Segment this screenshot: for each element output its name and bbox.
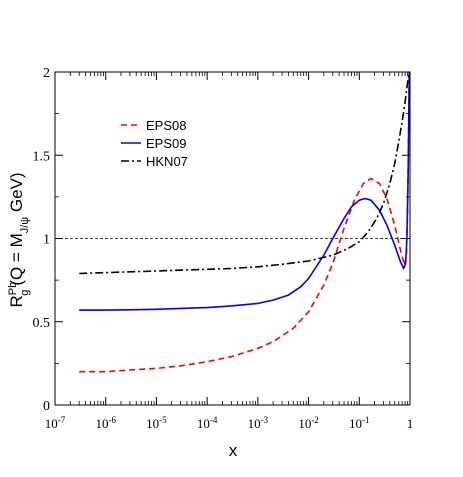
x-tick-label: 1: [407, 416, 414, 431]
tick-label-layer: 10-7 10-6 10-5 10-4 10-3 10-2 10-1 1 0 0.5 1 1.5 2: [33, 66, 414, 431]
y-tick-label: 1: [43, 233, 50, 248]
legend-label-eps08: EPS08: [146, 118, 186, 133]
y-tick-label: 2: [43, 66, 50, 81]
y-tick-label: 0: [43, 399, 50, 414]
legend: EPS08 EPS09 HKN07: [121, 118, 188, 169]
x-tick-label: 10-1: [349, 415, 370, 431]
x-axis-title: x: [229, 441, 238, 460]
y-axis-title: RPbg(Q = MJ/ψ GeV): [7, 172, 31, 307]
x-tick-label: 10-5: [146, 415, 167, 431]
legend-label-hkn07: HKN07: [146, 154, 188, 169]
legend-label-eps09: EPS09: [146, 136, 186, 151]
series-line-hkn07: [79, 71, 411, 275]
series-line-eps09: [79, 71, 411, 311]
y-tick-label: 0.5: [33, 316, 51, 331]
x-tick-label: 10-6: [95, 415, 116, 431]
x-tick-label: 10-2: [298, 415, 319, 431]
series-layer: [79, 71, 411, 373]
x-tick-label: 10-3: [248, 415, 269, 431]
tick-layer: [54, 71, 411, 406]
x-tick-label: 10-7: [45, 415, 66, 431]
series-line-eps08: [79, 71, 411, 373]
y-tick-label: 1.5: [33, 149, 51, 164]
x-tick-label: 10-4: [197, 415, 218, 431]
